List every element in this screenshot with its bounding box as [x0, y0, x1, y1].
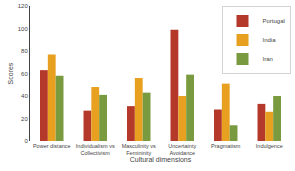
svg-text:100: 100: [18, 26, 29, 32]
svg-text:Pragmatism: Pragmatism: [211, 143, 241, 149]
svg-text:40: 40: [21, 93, 28, 99]
svg-text:Portugal: Portugal: [263, 18, 285, 24]
svg-text:Cultural dimensions: Cultural dimensions: [130, 156, 192, 163]
svg-text:120: 120: [18, 3, 29, 9]
svg-text:Individualism vsCollectivism: Individualism vsCollectivism: [76, 143, 115, 156]
svg-text:India: India: [263, 37, 277, 43]
svg-text:Masculinity vsFemininity: Masculinity vsFemininity: [122, 143, 156, 156]
svg-text:Indulgence: Indulgence: [256, 143, 283, 149]
svg-text:Power distance: Power distance: [33, 143, 71, 149]
svg-text:Scores: Scores: [7, 62, 14, 84]
svg-text:20: 20: [21, 116, 28, 122]
svg-text:Iran: Iran: [263, 56, 273, 62]
svg-text:60: 60: [21, 71, 28, 77]
svg-text:UncertaintyAvoidance: UncertaintyAvoidance: [168, 143, 196, 156]
svg-text:80: 80: [21, 48, 28, 54]
svg-text:0: 0: [24, 138, 28, 144]
